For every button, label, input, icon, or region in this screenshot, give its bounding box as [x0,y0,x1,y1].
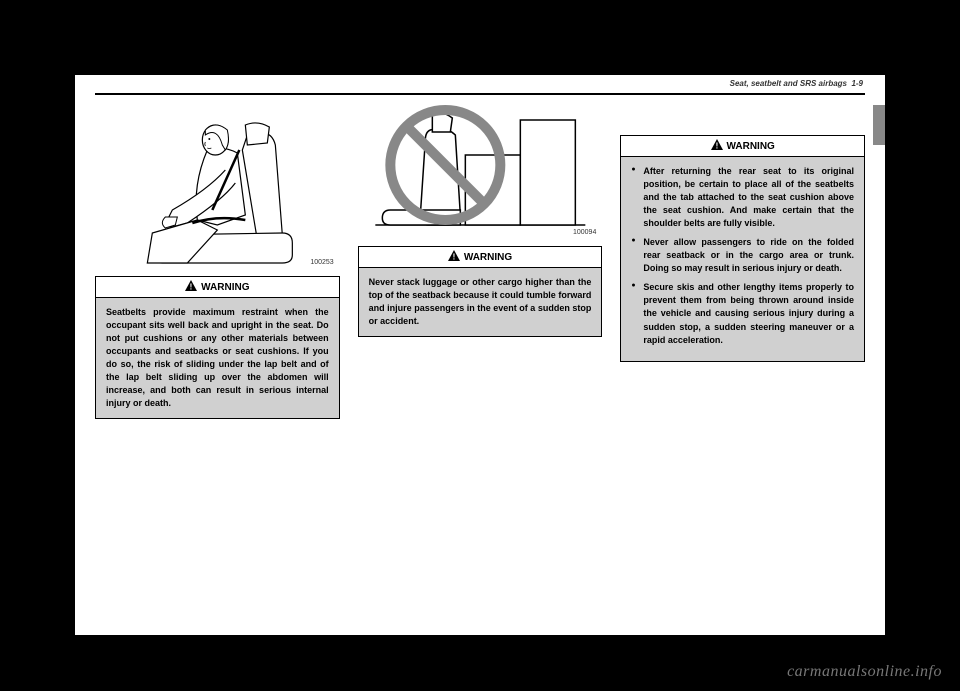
seated-person-svg [95,115,340,270]
content-columns: 100253 ! WARNING Seatbelts provide maxim… [95,115,865,625]
warning-title-2: WARNING [464,252,512,263]
warning-header-2: ! WARNING [359,247,602,268]
warning-body-2: Never stack luggage or other cargo highe… [359,268,602,336]
warning-bullet: Secure skis and other lengthy items prop… [631,281,854,346]
warning-title-1: WARNING [201,282,249,293]
warning-box-2: ! WARNING Never stack luggage or other c… [358,246,603,337]
warning-icon: ! [185,280,197,294]
warning-title-3: WARNING [727,141,775,152]
illustration-seated-person: 100253 [95,115,340,270]
warning-list: After returning the rear seat to its ori… [631,165,854,347]
section-label: Seat, seatbelt and SRS airbags [730,79,847,88]
illustration-id-2: 100094 [573,229,596,236]
illustration-id: 100253 [310,259,333,266]
page: Seat, seatbelt and SRS airbags 1-9 [75,75,885,635]
watermark: carmanualsonline.info [787,663,942,681]
column-2: 100094 ! WARNING Never stack luggage or … [358,115,603,625]
page-number: 1-9 [851,79,863,88]
side-tab [873,105,885,145]
svg-text:!: ! [190,283,193,292]
illustration-cargo: 100094 [358,100,603,240]
warning-body-3: After returning the rear seat to its ori… [621,157,864,361]
header-section: Seat, seatbelt and SRS airbags 1-9 [730,79,863,88]
warning-icon: ! [711,139,723,153]
warning-box-3: ! WARNING After returning the rear seat … [620,135,865,362]
warning-bullet: After returning the rear seat to its ori… [631,165,854,230]
svg-text:!: ! [715,142,718,151]
column-1: 100253 ! WARNING Seatbelts provide maxim… [95,115,340,625]
svg-text:!: ! [452,253,455,262]
warning-header-3: ! WARNING [621,136,864,157]
warning-icon: ! [448,250,460,264]
cargo-svg [358,100,603,240]
warning-box-1: ! WARNING Seatbelts provide maximum rest… [95,276,340,419]
warning-bullet: Never allow passengers to ride on the fo… [631,236,854,275]
column-3: ! WARNING After returning the rear seat … [620,115,865,625]
header-rule [95,93,865,95]
warning-header-1: ! WARNING [96,277,339,298]
warning-body-1: Seatbelts provide maximum restraint when… [96,298,339,418]
